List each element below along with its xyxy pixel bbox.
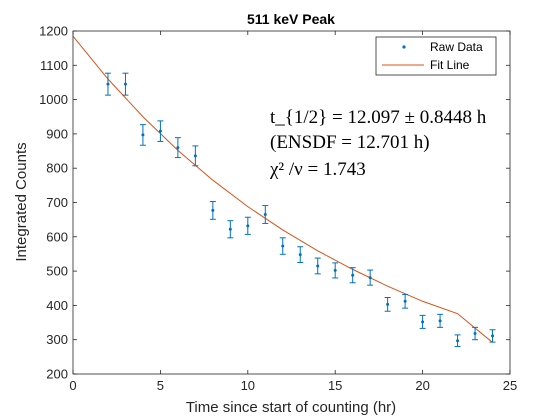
data-marker <box>158 129 162 133</box>
data-marker <box>246 224 250 228</box>
data-marker <box>368 276 372 280</box>
data-marker <box>281 244 285 248</box>
data-marker <box>263 213 267 217</box>
data-marker <box>473 332 477 336</box>
data-point <box>419 314 426 329</box>
y-tick-label: 1100 <box>40 58 68 73</box>
data-point <box>279 237 286 255</box>
data-marker <box>316 264 320 268</box>
annotation-ensdf: (ENSDF = 12.701 h) <box>270 132 430 153</box>
data-point <box>104 72 111 96</box>
legend: Raw Data Fit Line <box>375 36 497 76</box>
data-point <box>227 220 234 239</box>
tick-layer: 0 5 10 15 20 25 200 300 400 500 600 700 800 900 1000 11… <box>39 24 517 394</box>
data-marker <box>176 146 180 150</box>
x-tick-label: 25 <box>503 378 517 393</box>
data-point <box>314 257 321 275</box>
x-tick-label: 10 <box>241 378 255 393</box>
data-marker <box>403 299 407 303</box>
data-marker <box>193 154 197 158</box>
data-point <box>437 313 444 328</box>
annotation-half-life: t_{1/2} = 12.097 ± 0.8448 h <box>270 107 487 128</box>
y-tick-label: 1200 <box>39 24 68 39</box>
data-marker <box>438 319 442 323</box>
x-tick-label: 0 <box>69 378 76 393</box>
legend-label-fit-line: Fit Line <box>430 58 470 72</box>
legend-marker-raw-data <box>402 45 406 49</box>
data-point <box>472 326 479 341</box>
data-marker <box>123 82 127 86</box>
x-tick-label: 20 <box>415 378 429 393</box>
data-marker <box>228 227 232 231</box>
annotation-chi-square: χ² /ν = 1.743 <box>269 159 366 180</box>
data-point <box>367 269 374 286</box>
data-point <box>384 297 391 312</box>
data-point <box>454 334 461 348</box>
y-tick-label: 400 <box>46 298 68 313</box>
legend-box <box>375 36 497 76</box>
data-point <box>209 200 216 220</box>
y-tick-label: 500 <box>46 264 68 279</box>
y-tick-label: 600 <box>46 229 68 244</box>
fit-line <box>72 35 493 343</box>
x-axis-title: Time since start of counting (hr) <box>186 399 396 416</box>
x-tick-label: 15 <box>328 378 342 393</box>
data-point <box>244 216 251 235</box>
legend-label-raw-data: Raw Data <box>430 40 483 54</box>
data-marker <box>351 273 355 277</box>
y-tick-label: 700 <box>46 195 68 210</box>
data-point <box>402 293 409 309</box>
data-marker <box>421 320 425 324</box>
data-marker <box>211 208 215 212</box>
data-point <box>157 120 164 142</box>
y-tick-label: 300 <box>46 332 68 347</box>
fit-layer <box>72 35 493 343</box>
data-point <box>122 72 129 96</box>
x-tick-label: 5 <box>157 378 164 393</box>
data-marker <box>386 302 390 306</box>
data-layer <box>104 72 496 348</box>
data-point <box>349 267 356 284</box>
data-point <box>332 262 339 279</box>
data-point <box>297 246 304 264</box>
data-marker <box>456 339 460 343</box>
data-marker <box>333 268 337 272</box>
data-point <box>139 124 146 146</box>
data-point <box>174 137 181 159</box>
y-tick-label: 200 <box>46 367 68 382</box>
data-marker <box>141 133 145 137</box>
data-marker <box>106 82 110 86</box>
data-marker <box>491 334 495 338</box>
plot-area <box>73 31 510 374</box>
y-axis-title: Integrated Counts <box>13 142 30 261</box>
data-point <box>489 329 496 343</box>
y-tick-label: 900 <box>46 126 68 141</box>
chart-title: 511 keV Peak <box>247 11 335 27</box>
y-tick-label: 800 <box>46 161 68 176</box>
data-point <box>262 205 269 224</box>
data-point <box>192 145 199 167</box>
data-marker <box>298 253 302 257</box>
y-tick-label: 1000 <box>39 92 68 107</box>
